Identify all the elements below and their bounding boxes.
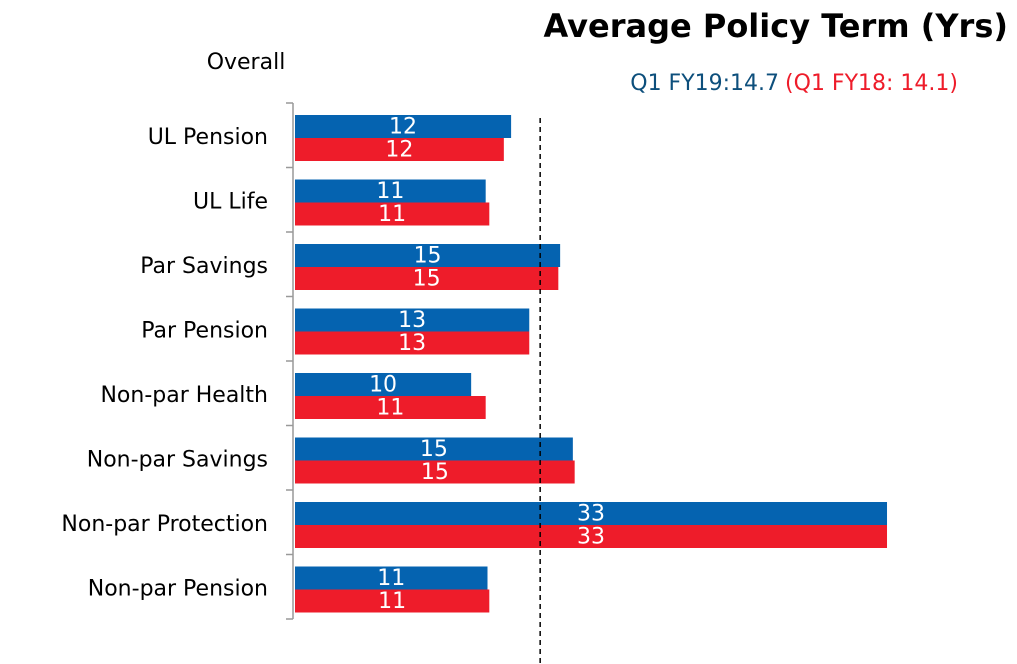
data-label: 11: [376, 396, 404, 421]
data-label: 11: [377, 566, 405, 591]
data-label: 12: [385, 138, 413, 163]
data-label: 33: [577, 502, 605, 527]
data-label: 15: [420, 437, 448, 462]
bar: [295, 202, 490, 226]
bar: [295, 566, 488, 590]
bar: [295, 115, 512, 138]
legend: Q1 FY19:14.7 (Q1 FY18: 14.1): [630, 71, 958, 96]
data-label: 11: [376, 179, 404, 204]
data-label: 15: [413, 267, 441, 292]
y-tick-label: UL Pension: [148, 125, 268, 150]
bar: [295, 179, 486, 203]
bar: [295, 396, 486, 419]
bar: [295, 244, 561, 267]
data-label: 15: [414, 244, 442, 269]
y-tick-label: UL Life: [193, 190, 268, 215]
bar: [295, 331, 530, 355]
legend-entry: (Q1 FY18: 14.1): [785, 71, 958, 96]
data-label: 13: [398, 308, 426, 333]
y-tick-label: Par Pension: [141, 319, 268, 344]
bar: [295, 138, 504, 161]
data-label: 10: [369, 373, 397, 398]
data-label: 11: [378, 202, 406, 227]
y-tick-label: Non-par Pension: [88, 577, 268, 602]
bar: [295, 437, 573, 461]
bar: [295, 267, 559, 290]
bar: [295, 525, 888, 548]
bar: [295, 589, 490, 613]
y-tick-label: Non-par Savings: [87, 448, 268, 473]
bar: [295, 502, 888, 525]
data-label: 15: [421, 460, 449, 485]
data-label: 12: [389, 115, 417, 140]
data-label: 33: [577, 525, 605, 550]
data-label: 11: [378, 589, 406, 614]
y-tick-label: Par Savings: [140, 254, 268, 279]
y-tick-label: Non-par Health: [100, 383, 268, 408]
chart-title: Average Policy Term (Yrs): [544, 7, 1008, 45]
legend-entry: Q1 FY19:14.7: [630, 71, 779, 96]
group-label: Overall: [207, 50, 286, 75]
bar: [295, 308, 530, 332]
bar: [295, 373, 472, 396]
bar: [295, 460, 575, 484]
data-label: 13: [398, 331, 426, 356]
y-tick-label: Non-par Protection: [61, 512, 268, 537]
